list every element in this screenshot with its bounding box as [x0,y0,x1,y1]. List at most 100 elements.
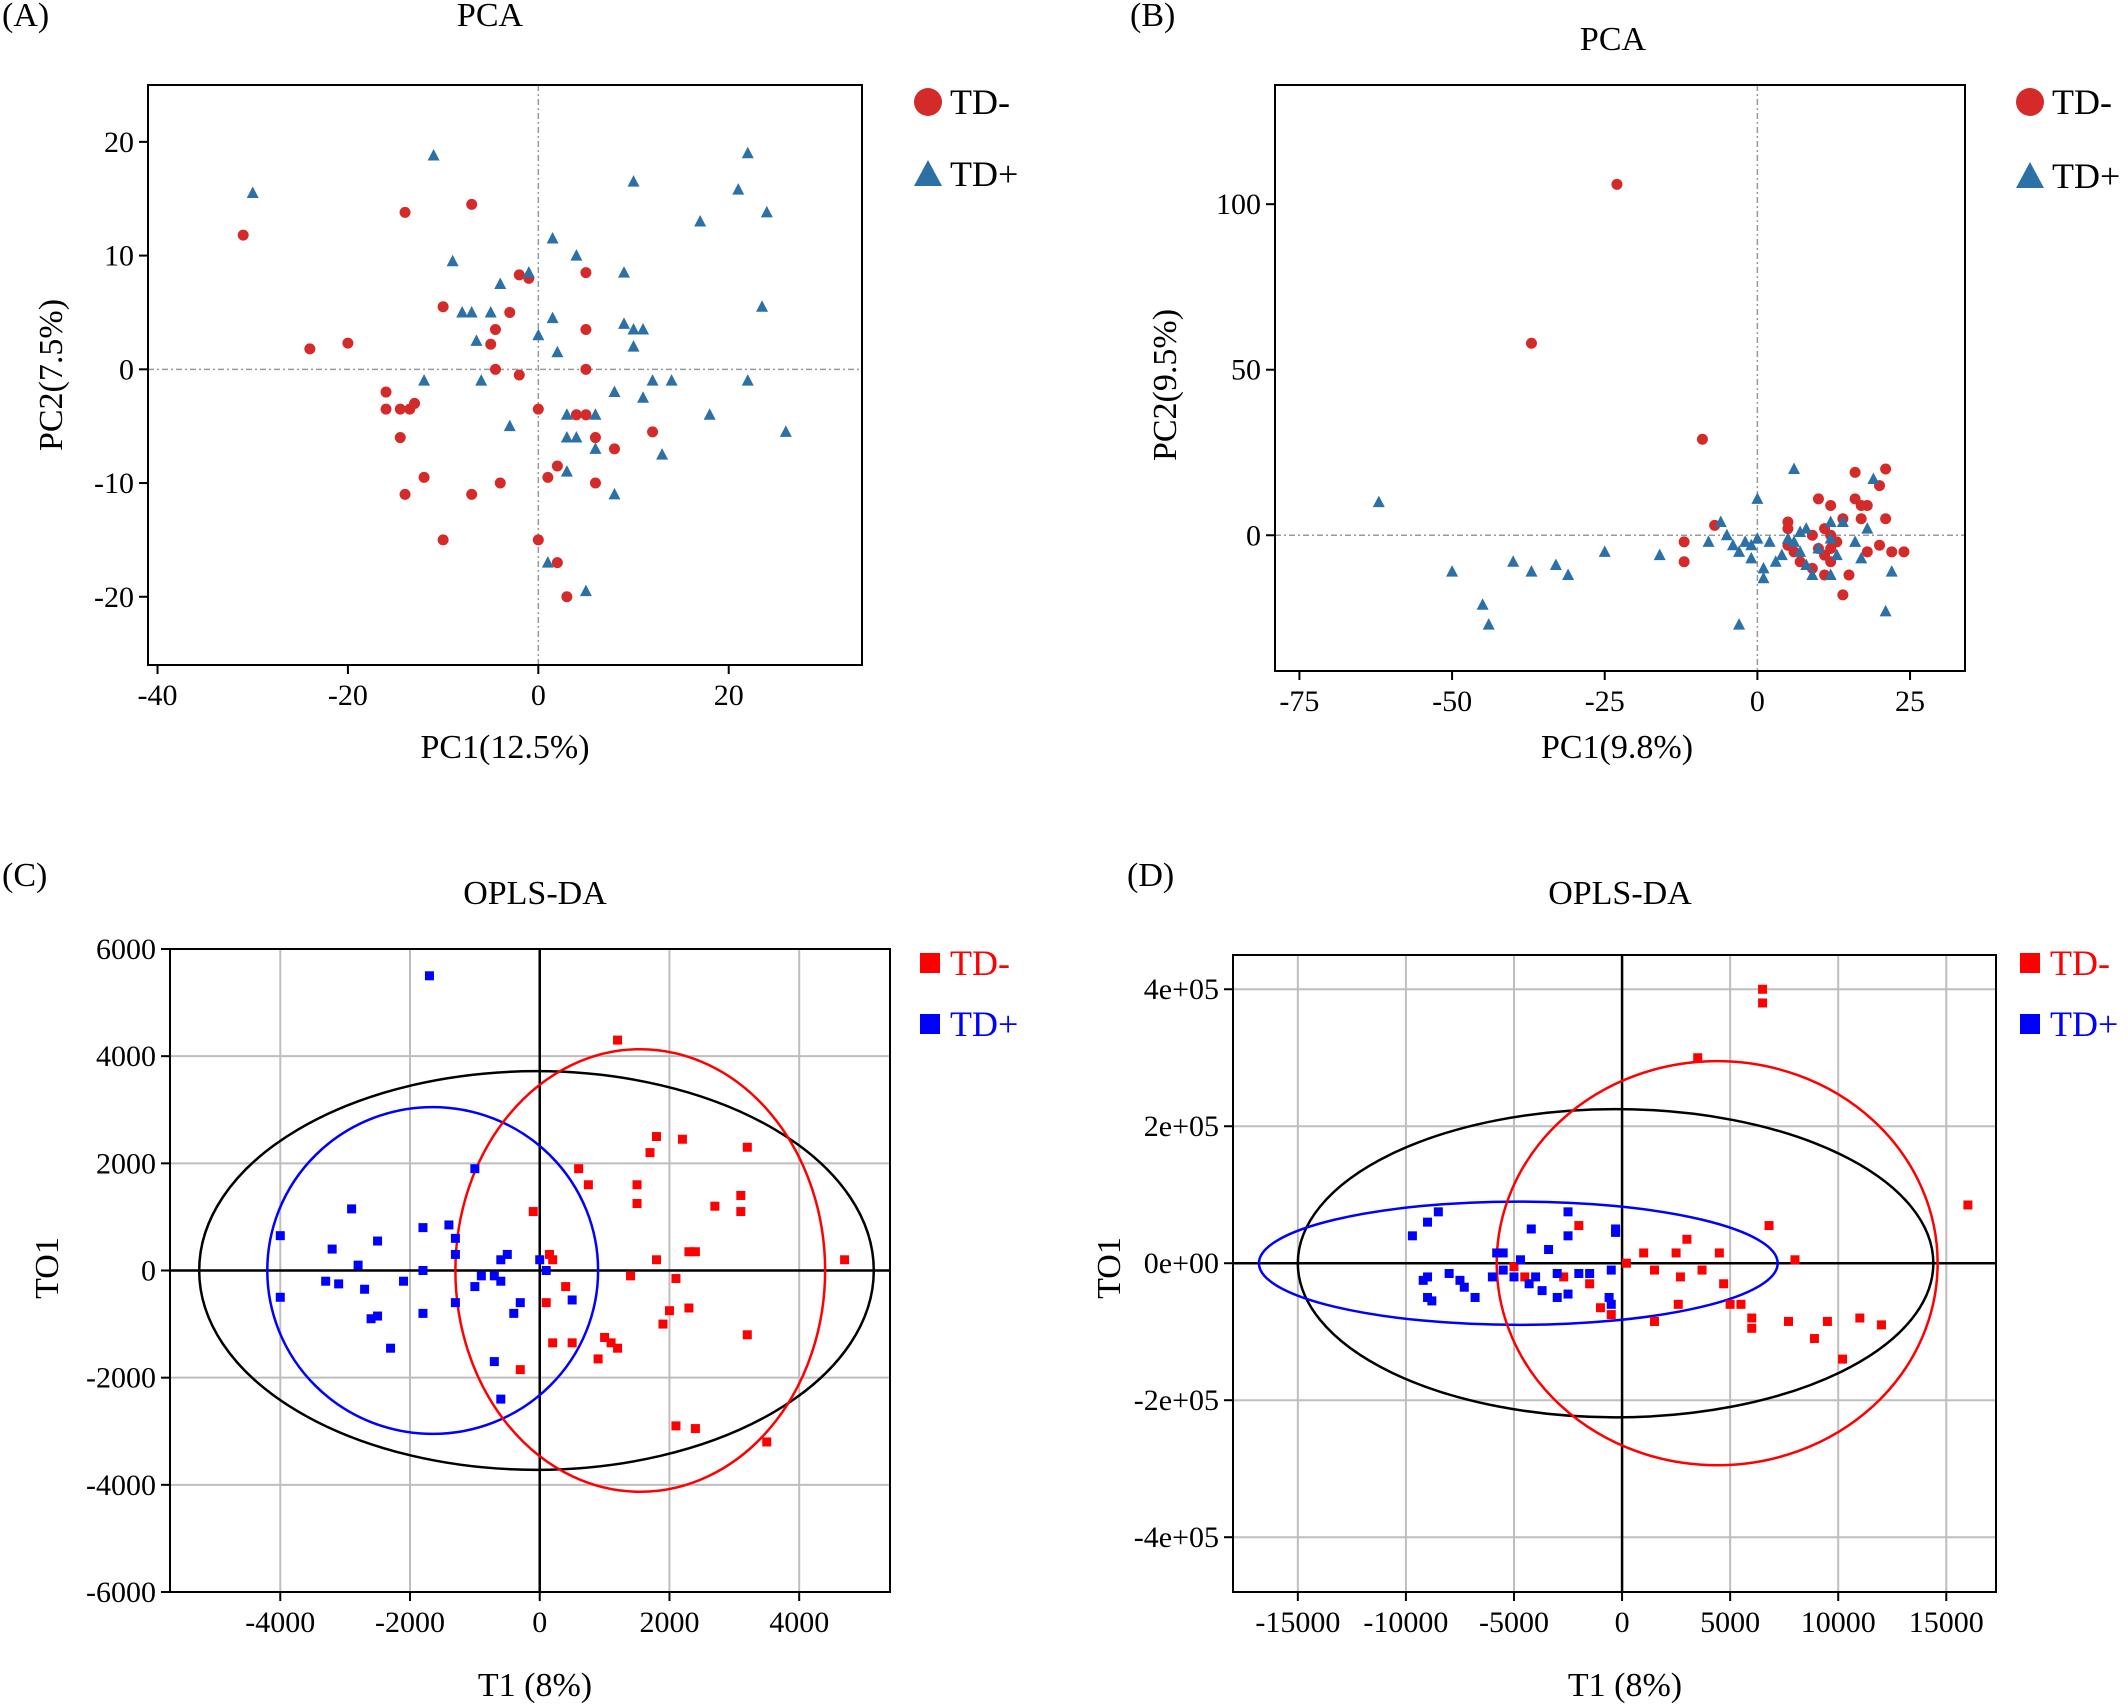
point-td-plus-b-33 [1824,568,1837,580]
point-td-minus-a-0 [237,229,249,241]
legend-a: TD- TD+ [914,82,1018,194]
point-td-plus-b-21 [1757,571,1770,584]
x-tick-label-a: 0 [531,679,546,712]
legend-marker-td-minus-a [914,88,942,116]
point-td-plus-d-1 [1433,1207,1443,1217]
point-td-minus-c-32 [593,1354,603,1364]
point-td-minus-b-24 [1837,589,1849,601]
point-td-plus-b-42 [1824,515,1837,528]
point-td-minus-d-4 [1764,1221,1774,1231]
point-td-plus-a-41 [741,374,754,386]
point-td-plus-a-4 [456,305,469,318]
point-td-minus-a-19 [489,363,501,375]
y-tick-label-a: 20 [104,126,134,159]
panel-d: (D) OPLS-DA -15000 -10000 -5000 0 5000 10000 1… [1091,857,2118,1704]
point-td-minus-d-1 [1758,998,1768,1008]
point-td-minus-c-33 [515,1365,525,1375]
point-td-plus-b-34 [1830,548,1843,561]
point-td-plus-c-8 [450,1233,460,1243]
point-td-plus-b-36 [1849,535,1862,547]
x-tick-label-d: 5000 [1700,1606,1760,1639]
point-td-plus-b-22 [1763,535,1776,547]
point-td-minus-a-30 [570,409,582,421]
point-td-minus-a-38 [647,426,659,438]
y-tick-label-a: 10 [104,240,134,273]
point-td-plus-c-0 [424,971,434,981]
point-td-minus-d-6 [1682,1234,1692,1244]
x-tick-label-a: -20 [328,679,368,712]
point-td-minus-c-36 [762,1437,772,1447]
point-td-minus-c-11 [632,1199,642,1209]
legend-marker-td-minus-b [2016,88,2044,116]
point-td-plus-a-20 [570,249,583,261]
point-td-minus-c-0 [613,1035,623,1045]
point-td-plus-d-9 [1492,1248,1502,1258]
point-td-plus-b-11 [1714,515,1727,528]
point-td-minus-d-12 [1649,1265,1659,1275]
point-td-minus-a-35 [589,432,601,444]
point-td-minus-d-32 [1520,1272,1530,1282]
point-td-minus-b-31 [1861,546,1873,558]
point-td-plus-a-40 [741,146,754,159]
y-tick-label-a: 0 [119,353,134,386]
point-td-plus-b-20 [1757,561,1770,574]
point-td-minus-d-24 [1855,1313,1865,1323]
point-td-plus-d-30 [1585,1269,1595,1278]
point-td-minus-d-27 [1606,1310,1616,1320]
point-td-minus-a-12 [437,534,449,546]
point-td-plus-a-21 [570,431,583,443]
point-td-minus-a-21 [513,269,525,281]
y-tick-label-d: 4e+05 [1144,973,1219,1006]
point-td-plus-b-1 [1446,565,1459,577]
confidence-ellipse-c-0 [197,1069,876,1472]
plot-area-a: -40 -20 0 20 -20 -10 0 10 20 [94,84,863,712]
point-td-plus-a-12 [532,328,545,341]
point-td-plus-c-30 [567,1295,577,1305]
point-td-plus-c-27 [515,1298,525,1308]
legend-label-td-minus-a: TD- [950,82,1010,122]
point-td-plus-b-13 [1726,538,1739,551]
legend-label-td-plus-a: TD+ [950,154,1018,194]
point-td-plus-c-1 [470,1164,480,1174]
y-tick-label-c: 0 [141,1255,156,1288]
point-td-plus-a-3 [446,254,459,267]
point-td-plus-d-15 [1444,1269,1454,1278]
point-td-plus-c-29 [541,1266,551,1275]
point-td-minus-b-4 [1678,556,1690,568]
point-td-plus-a-16 [551,345,564,358]
point-td-plus-b-39 [1885,565,1898,577]
point-td-plus-c-33 [450,1298,460,1308]
point-td-minus-b-2 [1696,433,1708,445]
point-td-minus-c-20 [671,1274,681,1284]
point-td-plus-a-10 [503,419,516,432]
legend-marker-td-plus-c [920,1014,940,1034]
point-td-plus-c-15 [373,1311,383,1321]
point-td-minus-a-13 [437,301,449,313]
point-td-minus-d-22 [1822,1316,1832,1326]
legend-marker-td-plus-b [2016,162,2044,188]
panel-label-d: (D) [1127,857,1174,894]
plot-frame-b [1274,84,1966,672]
plot-frame-a [147,84,863,666]
point-td-minus-d-19 [1747,1323,1757,1333]
panel-label-b: (B) [1130,0,1175,34]
point-td-plus-c-5 [418,1223,428,1233]
point-td-plus-d-29 [1574,1269,1584,1278]
point-td-plus-c-10 [275,1292,285,1302]
x-tick-label-b: 25 [1895,685,1925,718]
point-td-minus-d-2 [1693,1053,1703,1063]
point-td-plus-d-33 [1604,1292,1614,1302]
y-tick-label-d: 2e+05 [1144,1110,1219,1143]
point-td-minus-a-8 [394,432,406,444]
x-tick-label-c: 2000 [639,1606,699,1639]
point-td-plus-d-14 [1427,1296,1437,1306]
point-td-plus-a-43 [760,205,773,218]
x-axis-label-d: T1 (8%) [1568,1667,1682,1704]
legend-label-td-minus-d: TD- [2050,943,2110,983]
legend-label-td-plus-b: TD+ [2052,156,2120,196]
point-td-plus-d-26 [1552,1292,1562,1302]
point-td-plus-d-28 [1563,1289,1573,1299]
point-td-minus-d-20 [1783,1316,1793,1326]
point-td-minus-c-31 [548,1338,558,1348]
point-td-minus-a-11 [399,206,411,218]
